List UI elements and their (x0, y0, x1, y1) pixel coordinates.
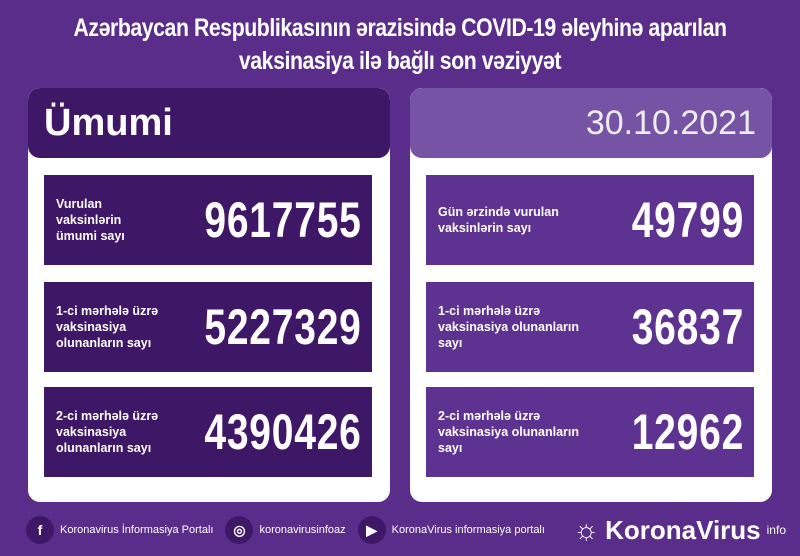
instagram-icon: ◎ (225, 516, 254, 544)
youtube-link[interactable]: ▶ KoronaVirus informasiya portalı (357, 516, 545, 544)
total-panel: Ümumi Vurulan vaksinlərin ümumi sayı 9617… (28, 88, 390, 502)
stat-row: 2-ci mərhələ üzrə vaksinasiya olunanları… (44, 387, 372, 477)
total-header: Ümumi (28, 88, 390, 158)
stat-row: 1-ci mərhələ üzrə vaksinasiya olunanları… (426, 282, 754, 372)
virus-sun-icon: ☼ (573, 514, 600, 545)
date-header: 30.10.2021 (410, 88, 772, 158)
brand-logo: ☼ KoronaVirus info (573, 514, 786, 545)
stat-row: 2-ci mərhələ üzrə vaksinasiya olunanları… (426, 387, 754, 477)
stat-row: Vurulan vaksinlərin ümumi sayı 9617755 (44, 175, 372, 265)
youtube-icon: ▶ (357, 516, 386, 544)
page-title: Azərbaycan Respublikasının ərazisində CO… (73, 14, 727, 75)
stat-row: 1-ci mərhələ üzrə vaksinasiya olunanları… (44, 282, 372, 372)
stat-row: Gün ərzində vurulan vaksinlərin sayı 4979… (426, 175, 754, 265)
facebook-icon: f (26, 516, 54, 544)
daily-panel: 30.10.2021 Gün ərzində vurulan vaksinlər… (410, 88, 772, 502)
instagram-link[interactable]: ◎ koronavirusinfoaz (225, 516, 346, 544)
footer: f Koronavirus İnformasiya Portalı ◎ korona… (26, 512, 786, 548)
facebook-link[interactable]: f Koronavirus İnformasiya Portalı (26, 516, 213, 544)
